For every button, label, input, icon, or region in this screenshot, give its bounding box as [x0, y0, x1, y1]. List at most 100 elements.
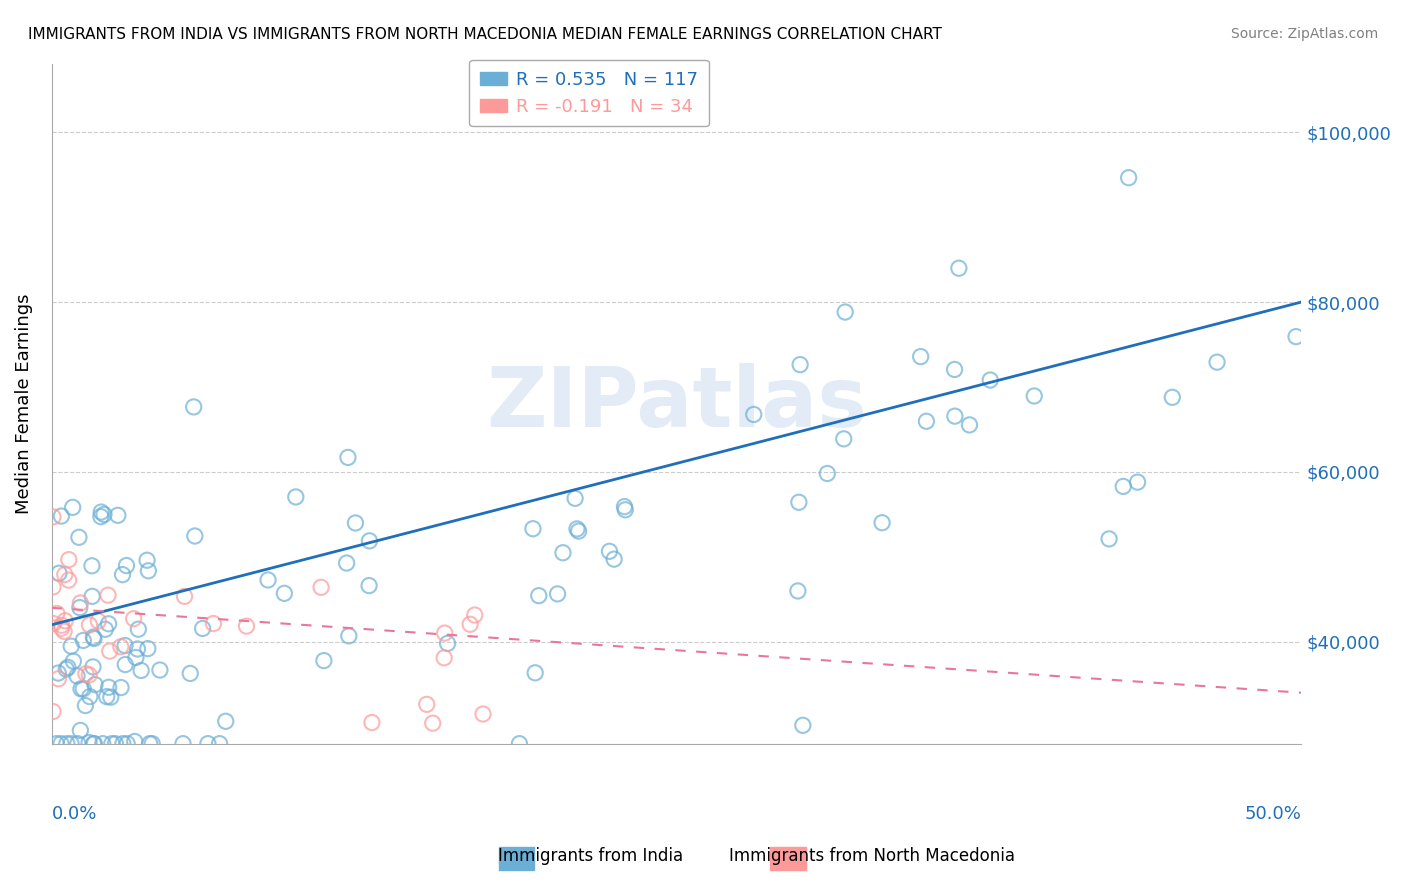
Point	[48, 566, 70, 581]
Point	[184, 529, 207, 543]
Point	[100, 690, 122, 705]
Point	[125, 650, 148, 665]
Point	[58, 552, 80, 566]
Point	[614, 503, 637, 517]
Point	[110, 640, 132, 654]
Point	[172, 737, 194, 751]
Point	[564, 491, 586, 506]
Point	[45, 607, 67, 621]
Point	[1206, 355, 1229, 369]
Point	[60, 639, 83, 653]
Point	[66, 737, 89, 751]
Point	[598, 544, 620, 558]
Point	[359, 533, 381, 548]
Point	[69, 596, 91, 610]
Text: 0.0%: 0.0%	[52, 805, 97, 822]
Point	[49, 737, 72, 751]
Point	[51, 618, 73, 632]
Point	[433, 650, 456, 665]
Point	[97, 616, 120, 631]
Point	[138, 737, 160, 751]
Point	[309, 580, 332, 594]
Point	[979, 373, 1001, 387]
Point	[416, 698, 439, 712]
Point	[72, 681, 94, 696]
Point	[55, 662, 77, 676]
Point	[77, 668, 100, 682]
Point	[79, 690, 101, 704]
Point	[90, 505, 112, 519]
Point	[336, 556, 359, 570]
Point	[84, 678, 107, 692]
Point	[943, 409, 966, 424]
Point	[273, 586, 295, 600]
Point	[472, 706, 495, 721]
Point	[284, 490, 307, 504]
Point	[79, 618, 101, 632]
Point	[94, 622, 117, 636]
Point	[786, 583, 808, 598]
Point	[124, 734, 146, 748]
Point	[312, 654, 335, 668]
Point	[359, 578, 381, 592]
Point	[422, 716, 444, 731]
Point	[110, 681, 132, 695]
Point	[111, 567, 134, 582]
Point	[67, 530, 90, 544]
Point	[257, 573, 280, 587]
Point	[173, 590, 195, 604]
Point	[93, 508, 115, 522]
Point	[42, 580, 65, 594]
Point	[613, 500, 636, 514]
Point	[910, 350, 932, 364]
Point	[458, 617, 481, 632]
Point	[75, 666, 97, 681]
Point	[60, 737, 83, 751]
Point	[51, 509, 73, 524]
Point	[114, 639, 136, 653]
Point	[141, 737, 163, 751]
Point	[551, 546, 574, 560]
Point	[122, 612, 145, 626]
Point	[72, 633, 94, 648]
Point	[111, 737, 134, 751]
Point	[80, 558, 103, 573]
Point	[53, 567, 76, 582]
Point	[149, 663, 172, 677]
Point	[107, 508, 129, 523]
Point	[69, 600, 91, 615]
Point	[568, 524, 591, 538]
Point	[1285, 329, 1308, 343]
Point	[870, 516, 893, 530]
Point	[77, 735, 100, 749]
Point	[127, 642, 149, 657]
Text: Source: ZipAtlas.com: Source: ZipAtlas.com	[1230, 27, 1378, 41]
Point	[948, 261, 970, 276]
Point	[1126, 475, 1149, 490]
Point	[138, 564, 160, 578]
Point	[70, 681, 93, 696]
Text: ZIPatlas: ZIPatlas	[486, 363, 868, 444]
Point	[789, 358, 811, 372]
Point	[524, 665, 547, 680]
Point	[197, 737, 219, 751]
Y-axis label: Median Female Earnings: Median Female Earnings	[15, 293, 32, 514]
Point	[547, 587, 569, 601]
Point	[69, 723, 91, 738]
Point	[82, 590, 104, 604]
Point	[98, 644, 121, 658]
Point	[436, 636, 458, 650]
Point	[42, 616, 65, 631]
Point	[183, 400, 205, 414]
Point	[127, 622, 149, 636]
Point	[62, 500, 84, 515]
Point	[51, 621, 73, 635]
Point	[42, 509, 65, 524]
Text: Immigrants from North Macedonia: Immigrants from North Macedonia	[728, 847, 1015, 865]
Point	[56, 737, 79, 751]
Point	[62, 654, 84, 668]
Point	[1118, 170, 1140, 185]
Point	[97, 588, 120, 602]
Point	[75, 698, 97, 713]
Point	[603, 552, 626, 566]
